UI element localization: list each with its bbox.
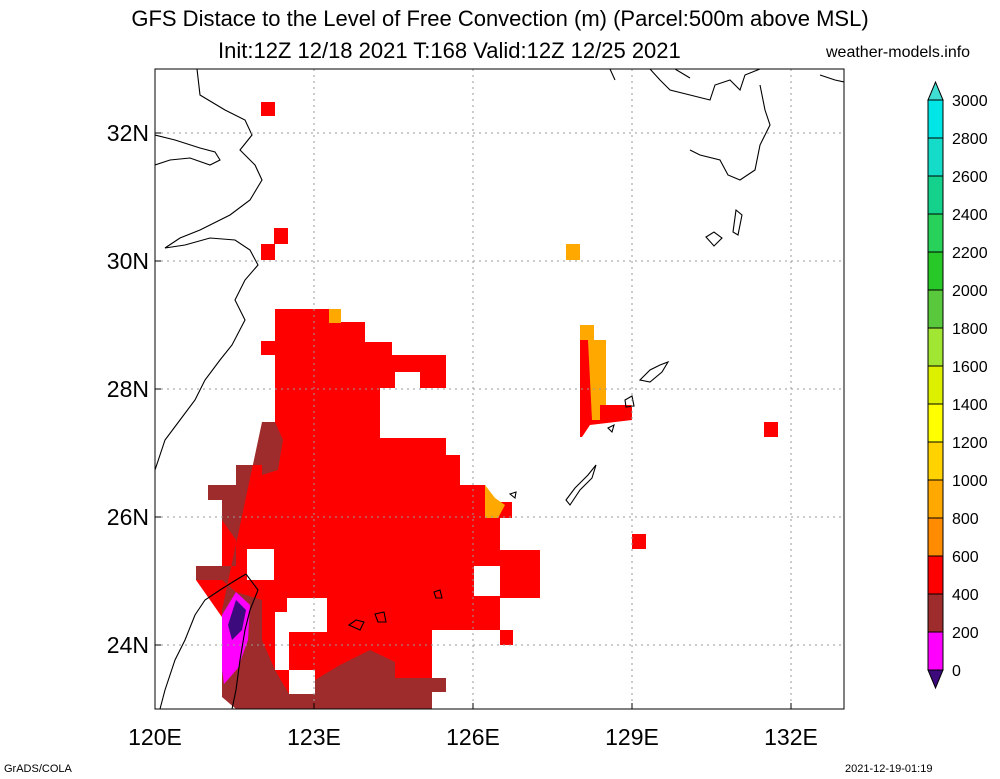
region-purple bbox=[228, 600, 246, 640]
site-credit: weather-models.info bbox=[826, 44, 971, 61]
cell-4 bbox=[261, 341, 275, 355]
region-red-2 bbox=[580, 340, 632, 437]
lat-tick-label: 24N bbox=[107, 632, 149, 658]
colorbar-swatch bbox=[927, 137, 944, 177]
lat-tick-label: 28N bbox=[107, 376, 149, 402]
colorbar-label: 800 bbox=[952, 511, 979, 528]
colorbar-label: 2000 bbox=[952, 283, 988, 300]
coast-taiwan bbox=[159, 573, 259, 709]
colorbar-label: 1200 bbox=[952, 435, 988, 452]
coast-island-2 bbox=[732, 208, 743, 236]
axis-labels: 120E 123E 126E 129E 132E 24N 26N 28N 30N 32N bbox=[107, 120, 818, 750]
colorbar-swatch bbox=[927, 517, 944, 557]
lat-tick-label: 26N bbox=[107, 504, 149, 530]
field-layer bbox=[196, 102, 778, 709]
cell-5 bbox=[764, 422, 778, 437]
cell-6 bbox=[632, 534, 646, 549]
lat-tick-label: 30N bbox=[107, 248, 149, 274]
coast-island-1 bbox=[705, 231, 723, 247]
lon-tick-label: 132E bbox=[764, 724, 818, 750]
colorbar-high-arrow bbox=[927, 80, 944, 101]
footer-credit: GrADS/COLA bbox=[4, 763, 72, 775]
colorbar-label: 600 bbox=[952, 549, 979, 566]
cell-7 bbox=[500, 630, 513, 645]
gap-4 bbox=[474, 566, 500, 596]
map-subtitle: Init:12Z 12/18 2021 T:168 Valid:12Z 12/2… bbox=[218, 38, 681, 63]
colorbar-swatch bbox=[927, 213, 944, 253]
colorbar-label: 1400 bbox=[952, 397, 988, 414]
coast-estuary bbox=[155, 134, 221, 166]
coast-small-1 bbox=[347, 619, 365, 631]
colorbar-label: 2200 bbox=[952, 245, 988, 262]
colorbar-label: 400 bbox=[952, 587, 979, 604]
colorbar-label: 2600 bbox=[952, 169, 988, 186]
colorbar-swatch bbox=[927, 99, 944, 139]
coast-small-2 bbox=[374, 611, 387, 623]
coast-small-5 bbox=[508, 491, 517, 500]
coastlines bbox=[155, 69, 844, 709]
lat-tick-label: 32N bbox=[107, 120, 149, 146]
colorbar-swatch bbox=[927, 289, 944, 329]
colorbar-swatch bbox=[927, 251, 944, 291]
cell-3 bbox=[261, 244, 275, 260]
colorbar-swatch bbox=[927, 479, 944, 519]
gap-1 bbox=[247, 549, 274, 580]
footer-timestamp: 2021-12-19-01:19 bbox=[845, 763, 933, 775]
colorbar-swatch bbox=[927, 555, 944, 595]
colorbar-label: 200 bbox=[952, 625, 979, 642]
gap-2 bbox=[287, 598, 327, 632]
colorbar-label: 1600 bbox=[952, 359, 988, 376]
cell-1 bbox=[261, 102, 275, 116]
coast-amami bbox=[638, 360, 670, 383]
lon-tick-label: 126E bbox=[446, 724, 500, 750]
coast-china bbox=[155, 69, 263, 471]
colorbar-swatch bbox=[927, 403, 944, 443]
cell-2 bbox=[274, 228, 288, 244]
map-title: GFS Distace to the Level of Free Convect… bbox=[131, 6, 869, 31]
colorbar-swatch bbox=[927, 593, 944, 633]
region-orange-2 bbox=[485, 485, 505, 518]
colorbar-low-arrow bbox=[927, 669, 944, 690]
colorbar-swatch bbox=[927, 365, 944, 405]
coast-small-3 bbox=[433, 589, 443, 599]
coast-japan bbox=[609, 69, 844, 181]
region-brown-1 bbox=[196, 422, 446, 709]
colorbar-swatch bbox=[927, 175, 944, 215]
colorbar-label: 1800 bbox=[952, 321, 988, 338]
colorbar-label: 2400 bbox=[952, 207, 988, 224]
colorbar-swatch bbox=[927, 327, 944, 367]
colorbar-label: 0 bbox=[952, 663, 961, 680]
colorbar-label: 3000 bbox=[952, 93, 988, 110]
gap-3 bbox=[275, 612, 289, 670]
colorbar-swatch bbox=[927, 631, 944, 671]
region-orange-4 bbox=[329, 309, 341, 323]
coast-okinawa bbox=[565, 464, 597, 506]
lon-tick-label: 123E bbox=[287, 724, 341, 750]
region-orange-3 bbox=[566, 244, 580, 260]
gap-5 bbox=[289, 670, 315, 694]
colorbar-swatch bbox=[927, 441, 944, 481]
colorbar-label: 2800 bbox=[952, 131, 988, 148]
region-red bbox=[196, 309, 540, 709]
colorbar-label: 1000 bbox=[952, 473, 988, 490]
colorbar: 0 200 400 600 800 1000 1200 1400 1600 1800 2000 220… bbox=[927, 80, 988, 690]
coast-small-6 bbox=[624, 395, 635, 408]
lon-tick-label: 120E bbox=[128, 724, 182, 750]
grid-lines bbox=[155, 69, 844, 709]
coast-small-4 bbox=[607, 423, 615, 434]
lon-tick-label: 129E bbox=[605, 724, 659, 750]
